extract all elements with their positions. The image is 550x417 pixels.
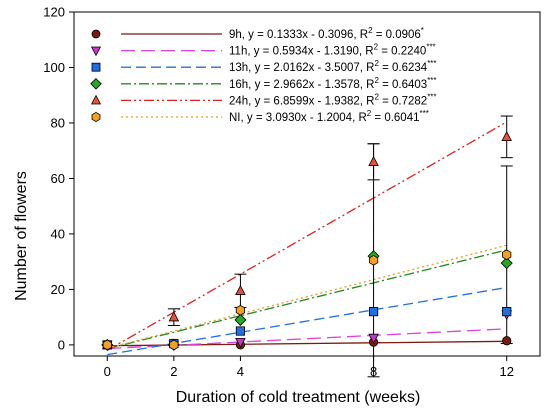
- y-tick-label: 60: [51, 171, 65, 186]
- legend-marker-24h: [90, 94, 102, 105]
- legend-label-ni: NI, y = 3.0930x - 1.2004, R2 = 0.6041***: [229, 109, 429, 124]
- legend: 9h, y = 0.1333x - 0.3096, R2 = 0.0906* 11…: [90, 26, 437, 124]
- y-tick-label: 0: [58, 337, 65, 352]
- point-16h: [500, 257, 513, 270]
- y-tick-label: 100: [43, 60, 65, 75]
- y-tick-label: 20: [51, 282, 65, 297]
- legend-label-11h: 11h, y = 0.5934x - 1.3190, R2 = 0.2240**…: [229, 43, 436, 58]
- point-16h: [234, 313, 247, 326]
- fit-line-16h: [107, 249, 507, 350]
- plot-frame: [73, 11, 541, 357]
- y-tick-label: 120: [43, 5, 65, 20]
- x-tick-label: 12: [499, 364, 513, 379]
- x-tick-label: 4: [237, 364, 244, 379]
- legend-label-16h: 16h, y = 2.9662x - 1.3578, R2 = 0.6403**…: [229, 76, 437, 91]
- point-ni: [502, 249, 512, 261]
- legend-label-24h: 24h, y = 6.8599x - 1.9382, R2 = 0.7282**…: [229, 92, 437, 107]
- legend-marker-11h: [90, 46, 102, 57]
- fit-line-13h: [107, 286, 507, 356]
- point-ni: [235, 304, 246, 316]
- point-24h: [168, 311, 180, 322]
- plot-area-border: [73, 11, 541, 357]
- point-13h: [368, 307, 379, 317]
- fit-lines: [106, 121, 508, 356]
- point-11h: [368, 333, 379, 344]
- x-axis-label: Duration of cold treatment (weeks): [176, 389, 421, 406]
- point-ni: [368, 254, 379, 266]
- legend-label-9h: 9h, y = 0.1333x - 0.3096, R2 = 0.0906*: [229, 26, 424, 41]
- point-13h: [502, 307, 512, 317]
- point-ni: [169, 339, 179, 351]
- point-24h: [235, 284, 246, 295]
- point-13h: [235, 326, 246, 336]
- legend-marker-16h: [90, 78, 102, 90]
- legend-marker-9h: [91, 29, 101, 39]
- x-tick-label: 8: [370, 364, 377, 379]
- x-tick-label: 0: [104, 364, 111, 379]
- y-tick-label: 80: [51, 115, 65, 130]
- point-ni: [102, 339, 112, 351]
- legend-marker-13h: [91, 62, 101, 72]
- legend-marker-ni: [91, 111, 101, 123]
- error-bars: [167, 115, 513, 378]
- point-9h: [502, 336, 512, 346]
- legend-label-13h: 13h, y = 2.0162x - 3.5007, R2 = 0.6234**…: [229, 59, 437, 74]
- x-tick-label: 2: [170, 364, 177, 379]
- point-24h: [501, 130, 512, 142]
- point-24h: [368, 155, 379, 166]
- y-tick-label: 40: [51, 226, 65, 241]
- data-markers: [101, 130, 513, 351]
- fit-line-ni: [107, 244, 507, 349]
- point-11h: [235, 337, 246, 349]
- fit-line-24h: [106, 121, 508, 351]
- y-axis-label: Number of flowers: [13, 171, 30, 301]
